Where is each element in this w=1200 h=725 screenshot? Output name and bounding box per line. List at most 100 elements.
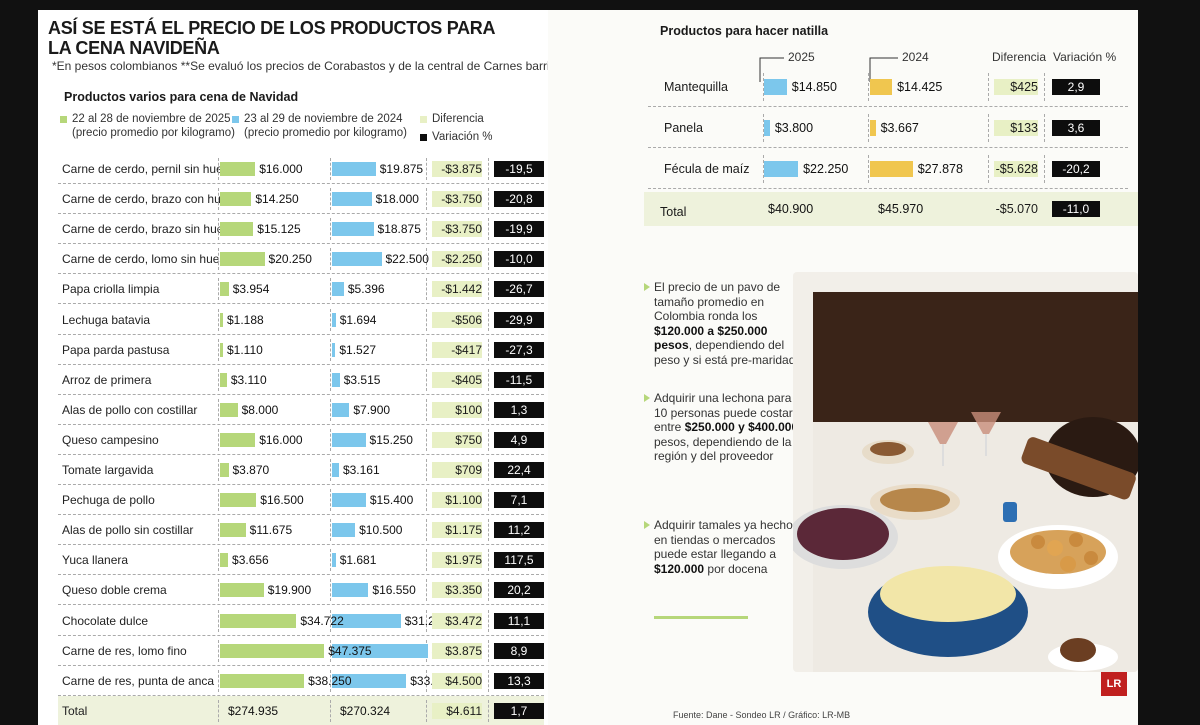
legend-2025-line2: (precio promedio por kilogramo): [72, 127, 235, 139]
diff-background: [432, 311, 482, 328]
column-divider: [330, 188, 331, 211]
column-divider: [763, 114, 764, 142]
bar-2024: [332, 342, 336, 357]
bullet1-bold: $120.000 a $250.000 pesos: [654, 323, 768, 353]
column-divider: [488, 188, 489, 211]
variation-badge: -27,3: [494, 341, 544, 358]
row-label: Carne de cerdo, brazo con hueso: [62, 192, 241, 207]
column-divider: [868, 155, 869, 183]
table-row: Tomate largavida $3.870 $3.161 $709 22,4: [58, 455, 544, 485]
diff-value: -$3.875: [441, 162, 482, 176]
bar-2024: [332, 553, 336, 568]
diff-background: [432, 522, 482, 539]
value-2025: $3.954: [232, 282, 270, 297]
variation-badge: -29,9: [494, 311, 544, 328]
bar-2025: [764, 161, 799, 177]
legend-2025-line1: 22 al 28 de noviembre de 2025: [72, 113, 231, 125]
bar-2025: [220, 432, 256, 447]
column-divider: [488, 248, 489, 271]
value-2024: $3.161: [342, 463, 380, 477]
note: *En pesos colombianos **Se evaluó los pr…: [52, 59, 615, 73]
diff-value: $709: [455, 463, 482, 477]
column-divider: [488, 218, 489, 241]
bar-2024: [870, 120, 876, 136]
diff-value: -$405: [451, 372, 482, 387]
diff-background: [432, 371, 482, 388]
column-divider: [218, 519, 219, 542]
source-note: Fuente: Dane - Sondeo LR / Gráfico: LR-M…: [673, 710, 851, 720]
column-divider: [488, 308, 489, 331]
diff-background: [432, 221, 482, 238]
column-divider: [330, 368, 331, 391]
value-2024: $15.400: [369, 493, 414, 508]
column-divider: [488, 278, 489, 301]
value-2025: $38.250: [308, 673, 352, 688]
legend-2024-line2: (precio promedio por kilogramo): [244, 127, 407, 139]
column-divider: [426, 579, 427, 602]
legend-2024-line1: 23 al 29 de noviembre de 2024: [244, 113, 403, 125]
value-2025: $3.656: [232, 553, 269, 568]
col-head-2024: 2024: [902, 50, 929, 64]
column-divider: [218, 368, 219, 391]
diff-value: $3.875: [445, 643, 482, 658]
column-divider: [1044, 73, 1045, 101]
diff-background: [432, 582, 482, 599]
value-2025: $15.125: [257, 222, 301, 237]
column-divider: [218, 669, 219, 692]
value-2024: $1.694: [339, 312, 377, 327]
bar-2024: [332, 222, 374, 237]
row-label: Arroz de primera: [62, 372, 152, 387]
column-divider: [426, 549, 427, 572]
column-divider: [488, 699, 489, 722]
bar-2025: [220, 222, 254, 237]
column-divider: [426, 609, 427, 632]
column-divider: [488, 368, 489, 391]
bar-2025: [220, 192, 252, 207]
value-2025: $8.000: [241, 402, 279, 417]
variation-badge: 11,1: [494, 612, 544, 629]
column-divider: [218, 579, 219, 602]
diff-background: [432, 161, 482, 177]
bar-2024: [332, 162, 376, 176]
value-2024: $1.527: [339, 342, 377, 357]
column-divider: [1044, 155, 1045, 183]
column-divider: [218, 639, 219, 662]
row-label: Queso campesino: [62, 432, 159, 447]
diff-value: -$5.628: [995, 162, 1038, 176]
diff-value: $3.472: [445, 613, 482, 628]
variation-badge: 2,9: [1052, 79, 1100, 95]
table-total-row: Total $274.935 $270.324 $4.611 1,7: [58, 695, 544, 725]
row-label: Fécula de maíz: [664, 162, 750, 176]
legend-swatch-var: [420, 134, 427, 141]
column-divider: [330, 278, 331, 301]
value-2025: $3.870: [232, 463, 270, 477]
value-2024: $14.425: [897, 80, 943, 94]
diff-background: [432, 341, 482, 358]
diff-background: [432, 642, 482, 659]
bar-2024: [332, 192, 372, 207]
bar-2025: [764, 79, 787, 95]
diff-background: [432, 401, 482, 418]
value-2025: $1.188: [227, 312, 264, 327]
column-divider: [488, 609, 489, 632]
column-divider: [488, 519, 489, 542]
value-2025: $34.722: [300, 613, 344, 628]
row-label: Panela: [664, 121, 703, 135]
row-label: Carne de res, punta de anca: [62, 673, 215, 688]
row-label: Carne de cerdo, pernil sin hueso: [62, 162, 236, 176]
column-divider: [330, 699, 331, 722]
diff-background: [994, 120, 1038, 136]
value-2025: $14.250: [255, 192, 299, 207]
bar-2025: [220, 493, 257, 508]
column-divider: [218, 428, 219, 451]
column-divider: [426, 428, 427, 451]
table-row: Carne de res, punta de anca$38.250$33.75…: [58, 666, 544, 696]
title-line-1: ASÍ SE ESTÁ EL PRECIO DE LOS PRODUCTOS P…: [48, 18, 496, 38]
bar-2024: [870, 161, 913, 177]
variation-badge: -11,0: [1052, 201, 1100, 217]
diff-value: $100: [455, 402, 482, 417]
variation-badge: 4,9: [494, 431, 544, 448]
column-divider: [426, 398, 427, 421]
column-divider: [330, 338, 331, 361]
value-2024: $18.875: [377, 222, 421, 237]
